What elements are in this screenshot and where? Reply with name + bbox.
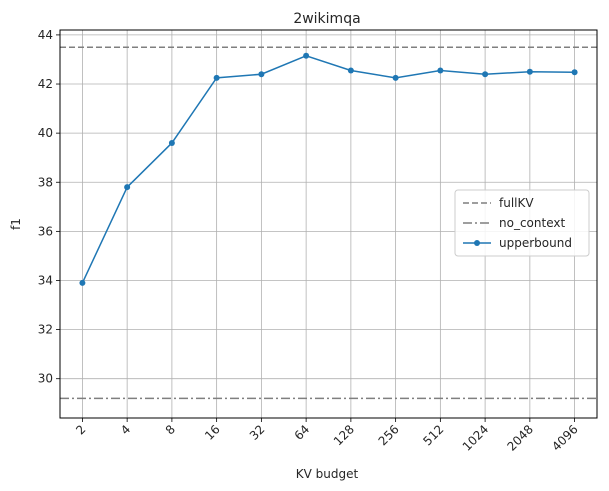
upperbound-point: [124, 184, 131, 191]
y-tick-label: 32: [38, 323, 53, 337]
y-axis-ticks: 30 32 34 36 38 40 42 44: [38, 28, 60, 386]
x-tick-label: 256: [376, 422, 402, 448]
upperbound-point: [392, 74, 399, 81]
y-tick-label: 40: [38, 126, 53, 140]
y-tick-label: 30: [38, 372, 53, 386]
x-tick-label: 128: [331, 422, 357, 448]
upperbound-point: [526, 68, 533, 75]
reference-lines: [60, 46, 597, 400]
upperbound-point: [168, 139, 175, 146]
x-tick-label: 2048: [504, 422, 535, 453]
legend-box: [454, 189, 590, 257]
upperbound-point: [571, 69, 578, 76]
y-axis-label: f1: [9, 218, 23, 230]
x-axis-ticks: 2 4 8 16 32 64 128 256 512 1024 2048 4096: [73, 418, 581, 454]
chart-title: 2wikimqa: [293, 11, 360, 27]
y-tick-label: 44: [38, 28, 53, 42]
x-tick-label: 16: [202, 422, 223, 443]
upperbound-point: [213, 74, 220, 81]
upperbound-point: [482, 71, 489, 78]
y-tick-label: 34: [38, 273, 53, 287]
y-tick-label: 36: [38, 224, 53, 238]
x-tick-label: 64: [292, 422, 313, 443]
upperbound-point: [437, 67, 444, 74]
upperbound-point: [303, 52, 310, 59]
upperbound-point: [347, 67, 354, 74]
upperbound-point: [258, 71, 265, 78]
legend: fullKV no_context upperbound: [454, 189, 590, 257]
x-tick-label: 8: [163, 422, 178, 437]
series-layer: [79, 52, 578, 286]
x-tick-label: 2: [73, 422, 88, 437]
legend-label: no_context: [499, 216, 565, 230]
plot-frame: [59, 29, 598, 419]
y-tick-label: 42: [38, 77, 53, 91]
legend-label: fullKV: [499, 196, 534, 210]
upperbound-point: [79, 279, 86, 286]
legend-label: upperbound: [499, 236, 572, 250]
x-axis-label: KV budget: [296, 467, 359, 481]
x-tick-label: 32: [247, 422, 268, 443]
upperbound-line: [81, 54, 575, 284]
y-tick-label: 38: [38, 175, 53, 189]
x-tick-label: 4096: [549, 422, 580, 453]
x-tick-label: 1024: [460, 422, 491, 453]
x-tick-label: 4: [118, 422, 133, 437]
legend-marker: [474, 240, 480, 246]
x-tick-label: 512: [420, 422, 446, 448]
grid: [60, 30, 597, 418]
